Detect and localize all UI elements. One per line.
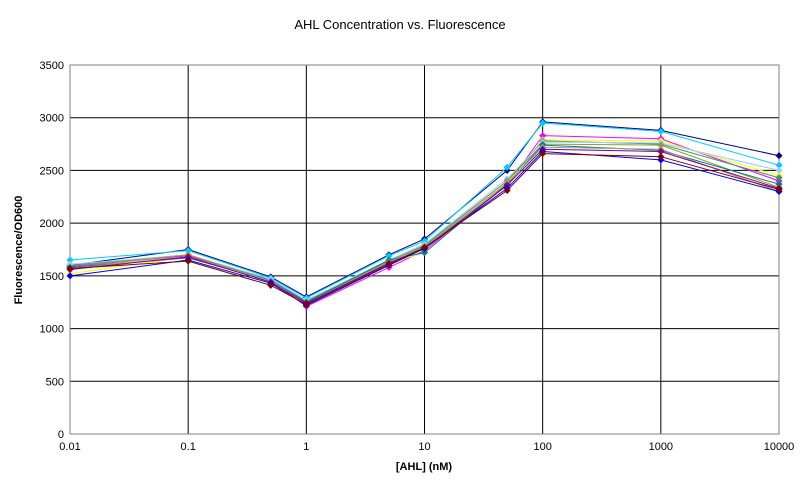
data-point: [539, 132, 547, 140]
data-point: [66, 264, 74, 273]
plot-area-border: [69, 64, 780, 435]
data-point: [420, 243, 429, 251]
gridlines: [69, 64, 780, 435]
x-tick-label: 1: [303, 441, 309, 453]
chart-title: AHL Concentration vs. Fluorescence: [294, 17, 505, 32]
data-point: [302, 300, 310, 308]
data-point: [539, 119, 547, 127]
y-tick-label: 500: [46, 376, 64, 388]
data-point: [503, 186, 511, 194]
data-point: [420, 249, 429, 257]
y-tick-label: 2000: [40, 218, 64, 230]
x-tick-label: 0.1: [181, 441, 196, 453]
data-point: [539, 150, 547, 158]
series-lines: [66, 118, 783, 310]
series-line: [69, 153, 780, 305]
data-point: [503, 163, 511, 171]
data-point: [66, 256, 74, 264]
data-point: [657, 141, 665, 149]
series-line: [69, 143, 780, 303]
data-point: [775, 152, 783, 160]
data-point: [775, 174, 783, 182]
series-line: [69, 122, 780, 299]
x-tick-label: 100: [533, 441, 551, 453]
y-tick-label: 1000: [40, 324, 64, 336]
y-axis-label: Fluorescence/OD600: [13, 196, 25, 305]
data-point: [385, 260, 393, 268]
series-line: [69, 146, 780, 304]
y-tick-label: 1500: [40, 271, 64, 283]
x-axis-label: [AHL] (nM): [396, 461, 453, 473]
y-tick-label: 3500: [40, 60, 64, 72]
data-point: [66, 272, 74, 280]
data-point: [775, 161, 783, 169]
series-line: [69, 141, 780, 301]
tick-labels: 0 500 1000 1500 2000 2500 3000 3500 0.01 0.1 1 10 10…: [40, 60, 795, 453]
series-line: [69, 121, 780, 298]
data-point: [184, 247, 192, 255]
data-point: [775, 166, 783, 174]
data-point: [775, 180, 783, 188]
series-12: [66, 150, 783, 308]
y-tick-label: 2500: [40, 165, 64, 177]
x-tick-label: 0.01: [59, 441, 80, 453]
data-point: [267, 281, 275, 289]
x-tick-label: 10: [418, 441, 430, 453]
data-point: [657, 153, 665, 161]
data-point: [657, 127, 665, 135]
x-tick-label: 10000: [764, 441, 795, 453]
data-point: [385, 252, 393, 260]
y-tick-label: 3000: [40, 113, 64, 125]
series-line: [69, 150, 780, 306]
data-point: [775, 185, 783, 193]
data-point: [184, 257, 192, 265]
y-tick-label: 0: [58, 429, 64, 441]
x-tick-label: 1000: [649, 441, 673, 453]
data-point: [657, 147, 665, 155]
